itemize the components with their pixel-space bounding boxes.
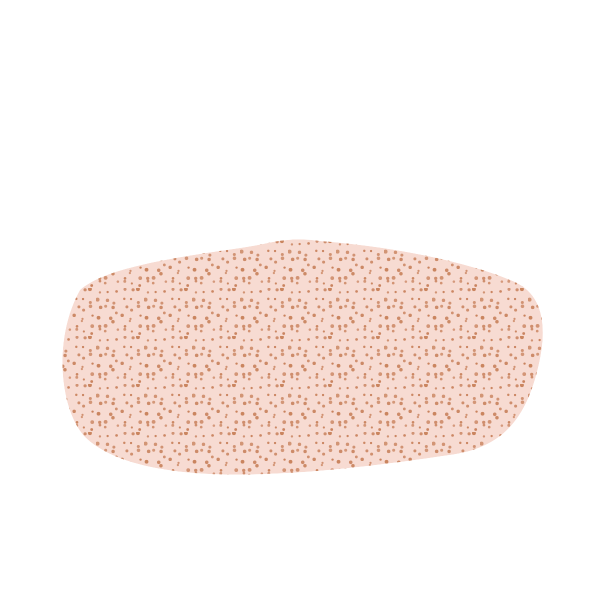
blob bbox=[62, 239, 543, 475]
blob-dots bbox=[62, 239, 543, 475]
